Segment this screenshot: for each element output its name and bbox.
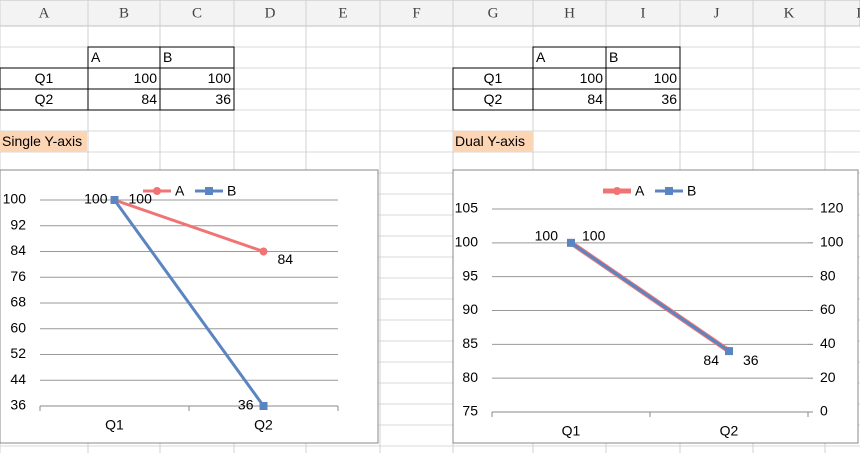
- column-header[interactable]: I: [641, 5, 646, 21]
- y-tick-label: 90: [462, 301, 478, 317]
- cell-value: 36: [661, 91, 677, 107]
- legend-label: A: [635, 183, 645, 199]
- y-tick-label: 85: [462, 335, 478, 351]
- y-tick-label: 80: [462, 369, 478, 385]
- x-tick-label: Q1: [562, 423, 581, 439]
- y-tick-label: 95: [462, 267, 478, 283]
- x-tick-label: Q1: [105, 417, 124, 433]
- y-tick-label: 92: [10, 216, 26, 232]
- column-header[interactable]: B: [119, 5, 129, 21]
- marker: [110, 196, 119, 204]
- y-tick-label: 36: [10, 397, 26, 413]
- column-header[interactable]: K: [784, 5, 795, 21]
- y2-tick-label: 100: [820, 234, 844, 250]
- chart-title: Dual Y-axis: [455, 133, 525, 149]
- cell-value: 100: [208, 70, 232, 86]
- column-header[interactable]: F: [412, 5, 420, 21]
- marker: [567, 238, 575, 247]
- column-header[interactable]: E: [338, 5, 347, 21]
- column-header[interactable]: G: [488, 5, 499, 21]
- y-tick-label: 75: [462, 403, 478, 419]
- column-header[interactable]: C: [192, 5, 202, 21]
- cell-value: 100: [580, 70, 604, 86]
- title-cell: [453, 131, 533, 152]
- chart-area: [452, 169, 859, 444]
- data-label: 100: [129, 191, 153, 207]
- data-label: 100: [535, 228, 559, 244]
- cell: [159, 88, 235, 111]
- series-line: [570, 241, 730, 353]
- cell-value: 36: [215, 91, 231, 107]
- marker: [153, 187, 161, 195]
- chart-area: [0, 169, 379, 444]
- series-line: [113, 199, 265, 407]
- y-tick-label: 44: [10, 371, 26, 387]
- y2-tick-label: 80: [820, 267, 836, 283]
- table-header: A: [536, 49, 546, 65]
- data-label: 100: [84, 191, 108, 207]
- column-header[interactable]: D: [265, 5, 276, 21]
- y-tick-label: 76: [10, 268, 26, 284]
- series-line: [114, 198, 264, 253]
- y2-tick-label: 20: [820, 369, 836, 385]
- marker: [259, 402, 268, 410]
- y-tick-label: 105: [455, 200, 479, 216]
- y-tick-label: 84: [10, 242, 26, 258]
- cell-value: 84: [141, 91, 157, 107]
- y-tick-label: 100: [455, 234, 479, 250]
- x-tick-label: Q2: [720, 423, 739, 439]
- data-label: 100: [582, 228, 606, 244]
- marker: [725, 347, 733, 356]
- legend-label: A: [175, 183, 185, 199]
- y-tick-label: 60: [10, 319, 26, 335]
- column-header[interactable]: A: [39, 5, 50, 21]
- marker: [205, 187, 213, 195]
- column-header-bar: [0, 0, 860, 27]
- table-header: A: [91, 49, 101, 65]
- table-header: B: [163, 49, 172, 65]
- column-header[interactable]: L: [856, 5, 860, 21]
- y2-tick-label: 60: [820, 301, 836, 317]
- cell-value: 100: [654, 70, 678, 86]
- y-tick-label: 68: [10, 294, 26, 310]
- cell: [605, 88, 681, 111]
- data-label: 36: [238, 397, 254, 413]
- title-cell: [0, 131, 87, 152]
- y2-tick-label: 0: [820, 403, 828, 419]
- data-label: 84: [703, 352, 719, 368]
- y2-tick-label: 40: [820, 335, 836, 351]
- x-tick-label: Q2: [254, 417, 273, 433]
- cell-value: 84: [587, 91, 603, 107]
- legend-label: B: [227, 183, 236, 199]
- data-label: 36: [743, 352, 759, 368]
- row-label: Q2: [484, 91, 503, 107]
- data-label: 84: [278, 251, 294, 267]
- column-header[interactable]: H: [564, 5, 575, 21]
- y2-tick-label: 120: [820, 200, 844, 216]
- cell-value: 100: [134, 70, 158, 86]
- chart-title: Single Y-axis: [2, 133, 82, 149]
- column-header[interactable]: J: [714, 5, 720, 21]
- legend-label: B: [687, 183, 696, 199]
- row-label: Q1: [484, 70, 503, 86]
- marker: [665, 187, 673, 195]
- y-tick-label: 100: [3, 191, 27, 207]
- row-label: Q1: [35, 70, 54, 86]
- marker: [613, 187, 621, 195]
- y-tick-label: 52: [10, 345, 26, 361]
- marker: [259, 247, 268, 256]
- table-header: B: [609, 49, 618, 65]
- row-label: Q2: [35, 91, 54, 107]
